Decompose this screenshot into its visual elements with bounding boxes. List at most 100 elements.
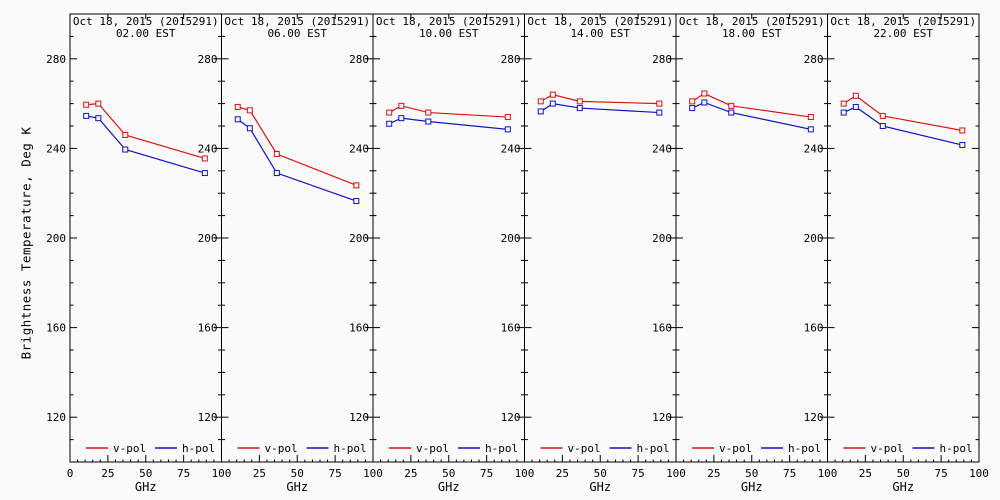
y-tick-label: 160 <box>198 322 218 335</box>
v-pol-marker <box>95 100 102 107</box>
y-tick-label: 120 <box>198 411 218 424</box>
v-pol-marker <box>504 114 511 121</box>
x-tick-label: 100 <box>666 467 686 480</box>
v-pol-marker <box>701 90 708 97</box>
v-pol-marker <box>879 112 886 119</box>
legend-label-h-pol: h-pol <box>182 442 215 455</box>
h-pol-line <box>691 101 811 130</box>
legend-label-v-pol: v-pol <box>416 442 449 455</box>
x-tick-label: 75 <box>783 467 796 480</box>
legend-label-h-pol: h-pol <box>334 442 367 455</box>
panel-2: 120 160 200 240 280 25 50 75 100 GHz Oct 18, 2015 … <box>198 13 383 494</box>
h-pol-marker <box>807 126 814 133</box>
v-pol-marker <box>234 103 241 110</box>
x-tick-label: 50 <box>594 467 607 480</box>
v-pol-marker <box>852 92 859 99</box>
panel-title-date: Oct 18, 2015 (2015291) <box>73 15 219 28</box>
y-tick-label: 160 <box>501 322 521 335</box>
v-pol-marker <box>840 100 847 107</box>
x-tick-label: 50 <box>139 467 152 480</box>
y-tick-label: 200 <box>804 232 824 245</box>
legend-label-v-pol: v-pol <box>871 442 904 455</box>
x-tick-label: 25 <box>556 467 569 480</box>
y-tick-label: 120 <box>349 411 369 424</box>
y-tick-label: 160 <box>349 322 369 335</box>
h-pol-marker <box>386 120 393 127</box>
h-pol-marker <box>728 109 735 116</box>
v-pol-line <box>691 92 811 118</box>
x-tick-label: 50 <box>442 467 455 480</box>
x-axis-unit-label: GHz <box>135 480 157 494</box>
x-tick-label: 25 <box>707 467 720 480</box>
h-pol-line <box>540 102 660 114</box>
h-pol-line <box>388 117 508 130</box>
y-tick-label: 200 <box>652 232 672 245</box>
legend-label-v-pol: v-pol <box>568 442 601 455</box>
panel-title-time: 18.00 EST <box>722 27 782 40</box>
h-pol-marker <box>840 109 847 116</box>
h-pol-marker <box>656 109 663 116</box>
v-pol-line <box>540 94 660 105</box>
v-pol-marker <box>656 100 663 107</box>
x-tick-label: 50 <box>291 467 304 480</box>
panel-4: 120 160 200 240 280 25 50 75 100 GHz Oct 18, 2015 … <box>501 13 686 494</box>
legend-label-v-pol: v-pol <box>719 442 752 455</box>
y-tick-label: 200 <box>501 232 521 245</box>
v-pol-line <box>86 102 206 160</box>
x-axis-unit-label: GHz <box>892 480 914 494</box>
panel-title-date: Oct 18, 2015 (2015291) <box>830 15 976 28</box>
v-pol-marker <box>959 127 966 134</box>
h-pol-marker <box>122 146 129 153</box>
y-axis-title: Brightness Temperature, Deg K <box>18 126 34 360</box>
x-axis-unit-label: GHz <box>286 480 308 494</box>
y-tick-label: 280 <box>501 53 521 66</box>
x-tick-label: 50 <box>745 467 758 480</box>
x-tick-label: 50 <box>897 467 910 480</box>
x-tick-label: 75 <box>935 467 948 480</box>
panel-title-time: 02.00 EST <box>116 27 176 40</box>
h-pol-marker <box>246 125 253 132</box>
y-tick-label: 120 <box>804 411 824 424</box>
h-pol-marker <box>201 170 208 177</box>
h-pol-marker <box>689 105 696 112</box>
y-tick-label: 280 <box>349 53 369 66</box>
panel-3: 120 160 200 240 280 25 50 75 100 GHz Oct 18, 2015 … <box>349 13 534 494</box>
h-pol-marker <box>504 126 511 133</box>
y-tick-label: 240 <box>804 142 824 155</box>
h-pol-line <box>843 106 963 146</box>
legend-label-v-pol: v-pol <box>265 442 298 455</box>
v-pol-line <box>388 105 508 118</box>
legend-label-h-pol: h-pol <box>788 442 821 455</box>
x-tick-label: 25 <box>859 467 872 480</box>
v-pol-marker <box>386 109 393 116</box>
x-tick-label: 75 <box>632 467 645 480</box>
h-pol-marker <box>576 105 583 112</box>
y-tick-label: 240 <box>198 142 218 155</box>
v-pol-marker <box>728 102 735 109</box>
y-tick-label: 120 <box>46 411 66 424</box>
panel-title-time: 14.00 EST <box>570 27 630 40</box>
v-pol-marker <box>353 182 360 189</box>
y-tick-label: 280 <box>652 53 672 66</box>
y-tick-label: 240 <box>652 142 672 155</box>
h-pol-marker <box>95 115 102 122</box>
x-tick-label: 25 <box>404 467 417 480</box>
y-tick-label: 240 <box>501 142 521 155</box>
v-pol-marker <box>246 107 253 114</box>
v-pol-line <box>237 106 357 186</box>
v-pol-marker <box>537 98 544 105</box>
panel-title-date: Oct 18, 2015 (2015291) <box>679 15 825 28</box>
x-tick-label: 0 <box>67 467 74 480</box>
y-tick-label: 120 <box>501 411 521 424</box>
legend-label-h-pol: h-pol <box>637 442 670 455</box>
v-pol-marker <box>83 101 90 108</box>
legend-label-v-pol: v-pol <box>113 442 146 455</box>
v-pol-marker <box>689 98 696 105</box>
h-pol-marker <box>537 108 544 115</box>
h-pol-line <box>237 118 357 202</box>
y-tick-label: 200 <box>349 232 369 245</box>
y-tick-label: 280 <box>198 53 218 66</box>
v-pol-marker <box>273 151 280 157</box>
panel-frame <box>827 13 980 463</box>
